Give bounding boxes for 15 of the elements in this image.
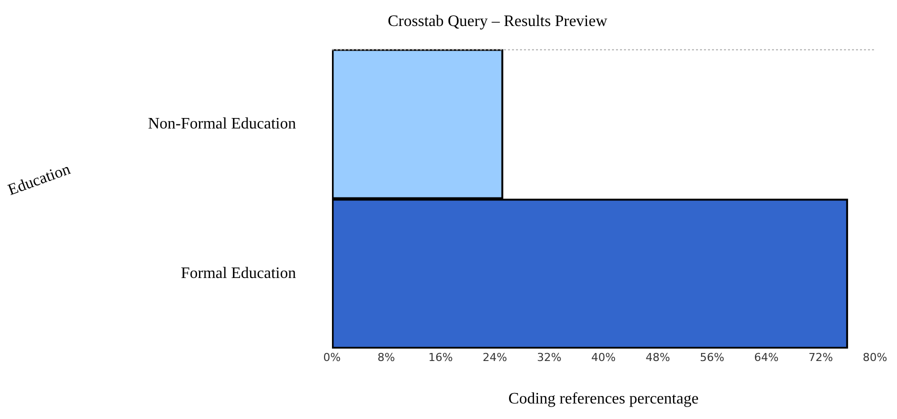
y-tick-label: Formal Education <box>180 264 296 282</box>
y-tick-label: Non-Formal Education <box>148 115 296 132</box>
x-tick-label: 8% <box>378 351 395 364</box>
x-axis-title: Coding references percentage <box>508 390 699 408</box>
x-tick-label: 16% <box>428 351 453 364</box>
chart-title: Crosstab Query – Results Preview <box>388 12 608 30</box>
x-tick-label: 40% <box>591 351 616 364</box>
x-tick-label: 80% <box>862 351 888 364</box>
x-tick-label: 48% <box>646 351 670 364</box>
x-tick-label: 32% <box>536 351 562 364</box>
x-tick-label: 72% <box>808 351 833 364</box>
x-tick-label: 64% <box>754 351 779 364</box>
x-tick-label: 24% <box>482 351 508 364</box>
x-tick-label: 0% <box>323 351 341 364</box>
x-tick-label: 56% <box>700 351 724 364</box>
